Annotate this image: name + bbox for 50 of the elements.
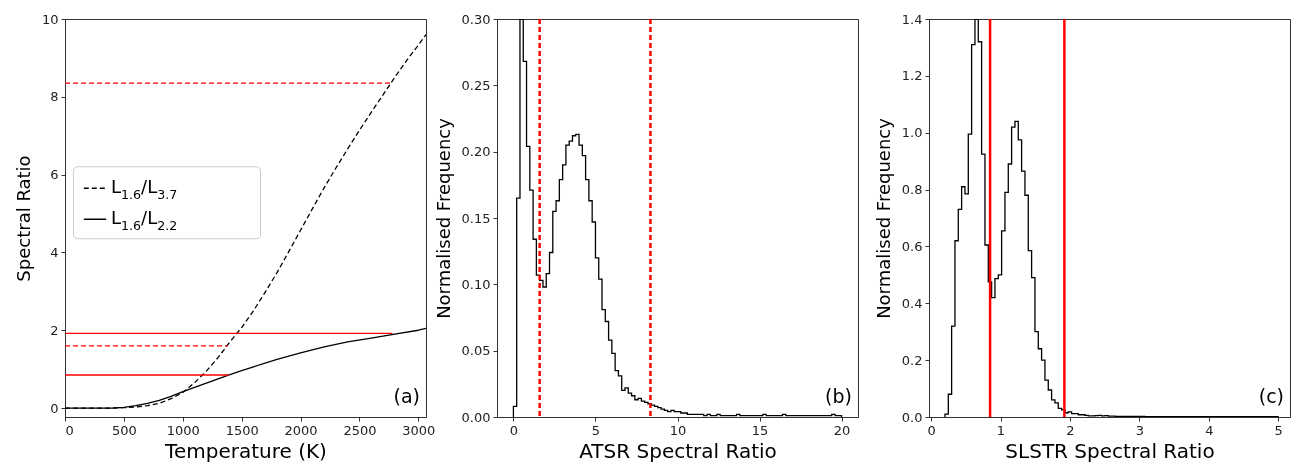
x-tick-label: 1000	[166, 422, 200, 438]
x-tick-label: 10	[669, 422, 687, 438]
x-tick-label: 4	[1205, 422, 1214, 438]
y-axis-title: Spectral Ratio	[12, 155, 34, 282]
annotation: (c)	[1258, 385, 1284, 407]
x-tick-label: 500	[111, 422, 137, 438]
y-tick-label: 4	[50, 244, 59, 260]
x-tick-label: 5	[1274, 422, 1283, 438]
y-tick-label: 1.0	[901, 125, 923, 141]
y-axis-title: Normalised Frequency	[872, 117, 894, 319]
annotation: (a)	[393, 385, 420, 407]
y-tick-label: 0.25	[461, 77, 491, 93]
y-tick-label: 0	[50, 400, 59, 416]
y-tick-label: 0.6	[901, 238, 923, 254]
x-tick-label: 2	[1066, 422, 1075, 438]
y-tick-label: 1.2	[901, 68, 923, 84]
y-tick-label: 0.4	[901, 295, 923, 311]
x-tick-label: 3000	[402, 422, 436, 438]
x-axis-title: ATSR Spectral Ratio	[579, 438, 777, 463]
y-tick-label: 0.30	[461, 11, 491, 27]
x-tick-label: 20	[833, 422, 851, 438]
annotation: (b)	[825, 385, 852, 407]
x-tick-label: 0	[65, 422, 74, 438]
y-tick-label: 10	[41, 11, 59, 27]
y-tick-label: 0.10	[461, 276, 491, 292]
y-tick-label: 2	[50, 322, 59, 338]
x-tick-label: 2500	[343, 422, 377, 438]
y-tick-label: 0.0	[901, 409, 923, 425]
y-tick-label: 1.4	[901, 11, 923, 27]
y-tick-label: 0.05	[461, 343, 491, 359]
legend-label: L$_{1.6}$/L$_{2.2}$	[111, 207, 178, 233]
y-tick-label: 0.2	[901, 352, 923, 368]
x-tick-label: 5	[591, 422, 601, 438]
x-tick-label: 2000	[284, 422, 318, 438]
y-axis-title: Normalised Frequency	[432, 117, 454, 319]
legend-label: L$_{1.6}$/L$_{3.7}$	[111, 176, 178, 202]
x-tick-label: 1500	[225, 422, 259, 438]
y-tick-label: 8	[50, 89, 59, 105]
y-tick-label: 0.20	[461, 144, 491, 160]
y-tick-label: 0.8	[901, 182, 923, 198]
x-axis-title: Temperature (K)	[164, 438, 327, 463]
x-axis-title: SLSTR Spectral Ratio	[1005, 438, 1215, 463]
x-tick-label: 3	[1135, 422, 1144, 438]
x-tick-label: 0	[927, 422, 936, 438]
y-tick-label: 0.00	[461, 409, 491, 425]
x-tick-label: 0	[509, 422, 519, 438]
x-tick-label: 15	[751, 422, 769, 438]
y-tick-label: 0.15	[461, 210, 491, 226]
x-tick-label: 1	[996, 422, 1006, 438]
y-tick-label: 6	[50, 167, 59, 183]
